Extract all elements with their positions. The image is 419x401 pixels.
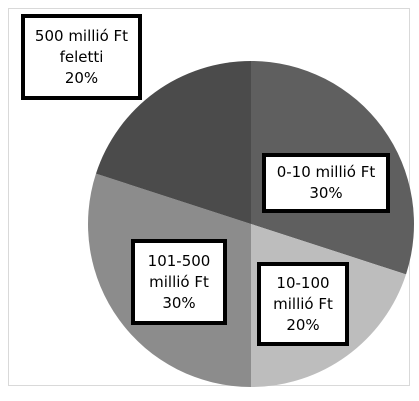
data-label-4: 500 millió Ft feletti 20%	[21, 14, 142, 100]
data-label-line: 10-100	[276, 273, 330, 292]
pie-slice-4	[95, 61, 251, 224]
data-label-line: 0-10 millió Ft	[276, 163, 376, 181]
data-label-line: 500 millió Ft	[34, 26, 129, 45]
data-label-line: 20%	[286, 315, 320, 334]
data-label-line: 20%	[64, 68, 99, 87]
data-label-line: 30%	[162, 293, 196, 312]
data-label-line: 101-500	[147, 251, 211, 270]
data-label-line: millió Ft	[149, 272, 209, 291]
data-label-2: 10-100 millió Ft 20%	[257, 262, 349, 346]
data-label-line: 30%	[309, 184, 343, 202]
data-label-line: millió Ft	[273, 294, 333, 313]
data-label-1: 0-10 millió Ft 30%	[262, 153, 390, 213]
data-label-line: feletti	[59, 47, 104, 66]
data-label-3: 101-500 millió Ft 30%	[131, 239, 227, 325]
